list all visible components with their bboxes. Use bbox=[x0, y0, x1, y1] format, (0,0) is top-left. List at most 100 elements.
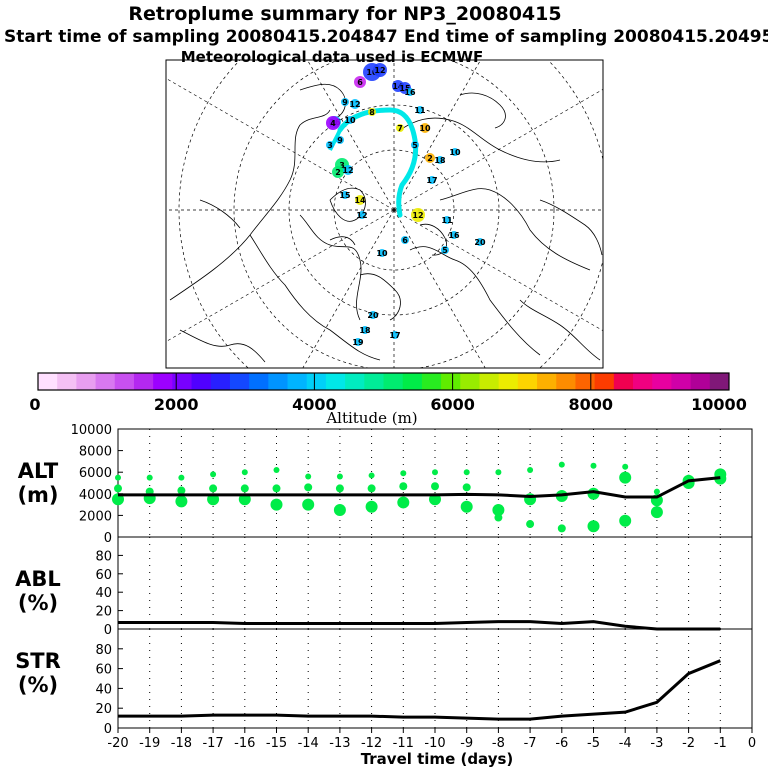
trajectory-label: 10 bbox=[366, 68, 378, 77]
trajectory-dot bbox=[411, 141, 419, 149]
trajectory-label: 6 bbox=[357, 78, 363, 87]
x-tick-label: -13 bbox=[329, 736, 350, 751]
alt-cluster-dot bbox=[368, 472, 375, 479]
trajectory-label: 5 bbox=[412, 141, 418, 150]
trajectory-label: 12 bbox=[356, 211, 367, 220]
alt-cluster-dot bbox=[178, 474, 185, 481]
trajectory-label: 4 bbox=[330, 119, 336, 128]
colorbar-frame bbox=[37, 372, 730, 391]
trajectory-dot bbox=[391, 331, 399, 339]
trajectory-label: 10 bbox=[376, 249, 388, 258]
x-tick-label: -12 bbox=[361, 736, 382, 751]
trajectory-dot bbox=[368, 108, 376, 116]
alt-cluster-dot bbox=[367, 484, 376, 493]
trajectory-dot bbox=[332, 166, 344, 178]
colorbar-swatch bbox=[652, 373, 672, 390]
alt-cluster-dot bbox=[653, 488, 660, 495]
trajectory-label: 18 bbox=[434, 156, 446, 165]
x-axis-title: Travel time (days) bbox=[361, 750, 514, 768]
str-ytick-label: 80 bbox=[95, 643, 112, 658]
colorbar-swatch bbox=[690, 373, 711, 390]
alt-cluster-dot bbox=[587, 520, 600, 533]
trajectory-label: 2 bbox=[335, 168, 341, 177]
trajectory-dot bbox=[326, 116, 340, 130]
alt-ytick-label: 10000 bbox=[71, 423, 112, 438]
coastline bbox=[359, 273, 401, 321]
alt-cluster-dot bbox=[240, 484, 249, 493]
map-coastlines bbox=[169, 83, 603, 363]
x-tick-label: -10 bbox=[424, 736, 445, 751]
x-tick-label: -5 bbox=[587, 736, 600, 751]
trajectory-dot bbox=[406, 88, 414, 96]
colorbar-tick-label: 0 bbox=[29, 395, 40, 414]
abl-panel: 0 20 40 60 80 bbox=[95, 536, 753, 638]
trajectory-label: 17 bbox=[389, 331, 400, 340]
alt-cluster-dot bbox=[400, 470, 407, 477]
trajectory-dot bbox=[378, 249, 386, 257]
trajectory-label: 9 bbox=[342, 98, 348, 107]
alt-cluster-dot bbox=[210, 471, 217, 478]
trajectory-label: 7 bbox=[397, 124, 403, 133]
alt-ytick-label: 8000 bbox=[79, 445, 112, 460]
colorbar-swatch bbox=[191, 373, 212, 390]
colorbar-swatch bbox=[517, 373, 538, 390]
x-tick-label: -6 bbox=[555, 736, 568, 751]
colorbar-swatch bbox=[133, 373, 154, 390]
alt-cluster-dot bbox=[526, 520, 535, 529]
alt-cluster-dot bbox=[335, 484, 344, 493]
map-frame bbox=[165, 59, 604, 369]
alt-cluster-dot bbox=[622, 463, 629, 470]
x-tick-label: -16 bbox=[234, 736, 255, 751]
colorbar-swatch bbox=[38, 373, 58, 390]
coastline bbox=[519, 299, 601, 361]
colorbar-swatch bbox=[268, 373, 289, 390]
x-axis: -20 -19 -18 -17 -16 -15 -14 -13 -12 -11 -10 -9 -8 -7-… bbox=[107, 728, 756, 751]
colorbar-swatch bbox=[287, 373, 308, 390]
trajectory-dot bbox=[343, 165, 353, 175]
coastline bbox=[299, 83, 346, 119]
coastline bbox=[179, 329, 266, 363]
trajectory-label: 11 bbox=[441, 216, 453, 225]
x-tick-label: -20 bbox=[107, 736, 128, 751]
trajectory-dot bbox=[451, 148, 459, 156]
colorbar-swatch bbox=[613, 373, 634, 390]
alt-cluster-dot bbox=[241, 469, 248, 476]
abl-ytick-label: 60 bbox=[95, 568, 112, 583]
trajectory-dot bbox=[361, 326, 369, 334]
trajectory-dot bbox=[369, 311, 377, 319]
alt-cluster-dot bbox=[305, 473, 312, 480]
colorbar-swatch bbox=[325, 373, 346, 390]
x-tick-label: -9 bbox=[460, 736, 473, 751]
trajectory-dot bbox=[354, 338, 362, 346]
colorbar-swatch bbox=[345, 373, 365, 390]
trajectory-dot bbox=[425, 153, 435, 163]
trajectory-dot bbox=[420, 123, 430, 133]
coastline bbox=[459, 92, 506, 129]
coastline bbox=[249, 234, 381, 361]
colorbar-swatch bbox=[383, 373, 404, 390]
abl-ytick-label: 20 bbox=[95, 605, 112, 620]
latitude-circle bbox=[233, 60, 555, 368]
coastline bbox=[299, 214, 362, 321]
trajectory-dot bbox=[436, 156, 444, 164]
alt-cluster-dot bbox=[399, 482, 408, 491]
alt-cluster-dot bbox=[462, 483, 471, 492]
trajectory-dot bbox=[354, 76, 366, 88]
trajectory-label: 11 bbox=[414, 106, 426, 115]
alt-cluster-dot bbox=[463, 469, 470, 476]
trajectory-dot bbox=[336, 136, 344, 144]
trajectory-label: 19 bbox=[352, 338, 364, 347]
trajectory-dot bbox=[373, 63, 387, 77]
map-panel: 1012614159128161094375103212182101714126… bbox=[165, 48, 604, 369]
trajectory-dot bbox=[326, 141, 334, 149]
alt-ytick-label: 4000 bbox=[79, 488, 112, 503]
colorbar-swatch bbox=[95, 373, 116, 390]
trajectory-dot bbox=[346, 116, 354, 124]
trajectory-dot bbox=[450, 231, 458, 239]
alt-cluster-dot bbox=[209, 484, 218, 493]
alt-cluster-dot bbox=[494, 513, 503, 522]
colorbar-swatch bbox=[153, 373, 173, 390]
colorbar-swatch bbox=[114, 373, 135, 390]
altitude-colorbar: 0 2000 4000 6000 8000 10000 bbox=[29, 372, 747, 414]
trajectory-label: 16 bbox=[404, 88, 416, 97]
